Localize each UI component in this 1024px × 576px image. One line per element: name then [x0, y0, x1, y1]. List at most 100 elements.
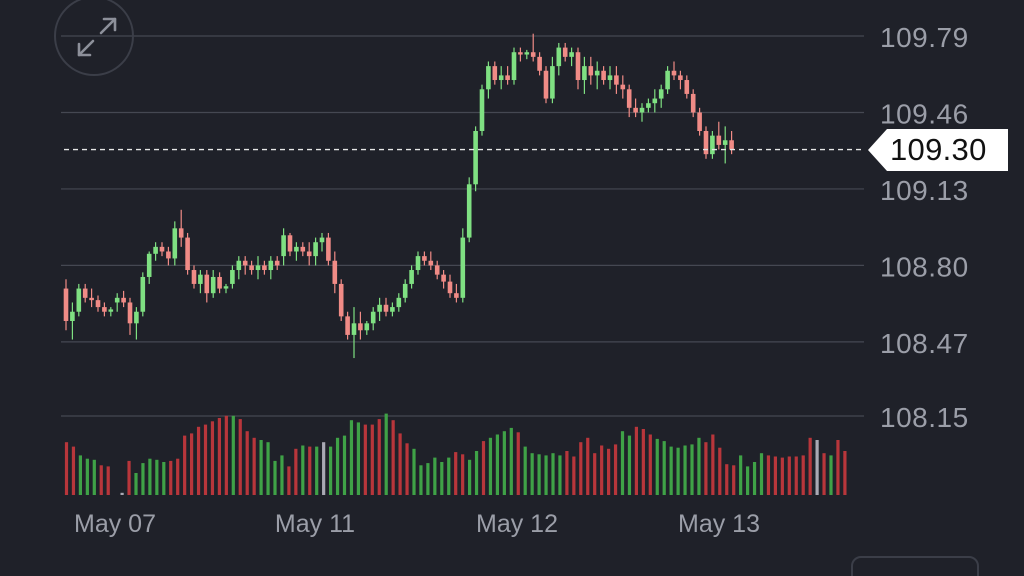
candle — [242, 256, 248, 275]
volume-bar — [530, 453, 534, 495]
candle-body — [121, 297, 126, 303]
candle-body — [198, 274, 203, 284]
candle — [114, 293, 120, 312]
volume-bar — [322, 442, 326, 495]
candle — [223, 283, 229, 294]
candle-body — [441, 274, 446, 282]
volume-bar — [794, 456, 798, 495]
candle — [441, 270, 446, 289]
candle — [479, 84, 485, 136]
candle-body — [716, 135, 722, 145]
grid-lines — [61, 35, 864, 417]
candle-body — [646, 103, 651, 108]
candle — [620, 75, 626, 99]
candle — [127, 297, 133, 335]
candle — [76, 283, 82, 317]
candle — [594, 61, 600, 90]
candle-body — [588, 66, 594, 76]
volume-bar — [349, 420, 354, 495]
candle — [569, 47, 574, 67]
volume-bar — [405, 443, 409, 495]
candle-body — [614, 75, 619, 85]
candle-body — [722, 140, 728, 145]
candle-body — [633, 107, 638, 113]
candle — [428, 251, 434, 271]
candle-body — [690, 93, 696, 113]
candle — [671, 61, 677, 81]
candle — [639, 103, 645, 122]
candle — [447, 274, 453, 298]
candle — [511, 47, 517, 85]
y-tick-label: 109.13 — [880, 175, 969, 206]
volume-bar — [245, 431, 249, 495]
y-axis: 109.79 109.46 109.13 108.80 108.47 108.15 — [880, 22, 969, 433]
x-tick-label: May 12 — [476, 510, 558, 538]
candle-body — [351, 323, 357, 335]
candle-body — [594, 70, 600, 76]
volume-bar — [141, 463, 145, 495]
candle-body — [492, 66, 498, 81]
volume-bar — [252, 437, 256, 495]
candle — [473, 126, 478, 192]
candle — [294, 242, 299, 261]
candle-body — [537, 56, 542, 71]
candle — [153, 242, 158, 261]
candle — [518, 47, 523, 62]
volume-bar — [363, 424, 367, 495]
candle — [198, 270, 203, 294]
candle-body — [678, 75, 683, 81]
volume-bar — [342, 435, 347, 495]
volume-bar — [815, 440, 819, 495]
y-tick-label: 108.47 — [880, 328, 969, 359]
candle — [614, 66, 619, 94]
candle-body — [530, 52, 536, 57]
candle-body — [684, 80, 690, 94]
volume-bar — [620, 431, 625, 495]
candle — [556, 42, 562, 76]
volume-bar — [384, 413, 388, 495]
candle-body — [607, 75, 613, 81]
volume-bar — [335, 437, 340, 495]
candle-body — [319, 237, 325, 243]
volume-bar — [315, 446, 319, 495]
candle-body — [191, 270, 197, 284]
volume-bar — [162, 462, 166, 495]
candle — [134, 307, 139, 340]
volume-bar — [433, 457, 437, 495]
candle-body — [479, 89, 485, 131]
bottom-right-button[interactable] — [851, 556, 979, 576]
volume-bar — [259, 440, 263, 495]
volume-bar — [558, 455, 562, 495]
expand-button[interactable] — [54, 0, 134, 76]
candle-body — [294, 246, 299, 252]
candle-body — [210, 276, 216, 294]
candle — [217, 272, 222, 294]
candle-body — [402, 283, 408, 298]
candle — [262, 260, 267, 275]
candle — [306, 242, 312, 266]
candle-body — [287, 235, 293, 252]
candle — [95, 295, 101, 312]
volume-bar — [704, 442, 708, 495]
candle-body — [575, 52, 581, 81]
candle — [281, 228, 286, 266]
candle — [191, 265, 197, 289]
volume-bar — [238, 419, 242, 495]
candle — [63, 279, 69, 331]
volume-bar — [99, 465, 103, 495]
volume-bar — [148, 458, 152, 495]
volume-bar — [176, 458, 180, 495]
volume-bar — [155, 459, 159, 495]
volume-bar — [203, 424, 208, 495]
candle — [82, 283, 88, 303]
volume-bar — [190, 433, 194, 495]
volume-bar — [426, 463, 430, 495]
candle — [537, 52, 542, 76]
candle-body — [249, 265, 254, 271]
candle-body — [524, 52, 530, 55]
candle — [358, 311, 363, 340]
candle-body — [255, 265, 261, 271]
volume-bar — [683, 445, 687, 495]
candle — [249, 260, 254, 275]
